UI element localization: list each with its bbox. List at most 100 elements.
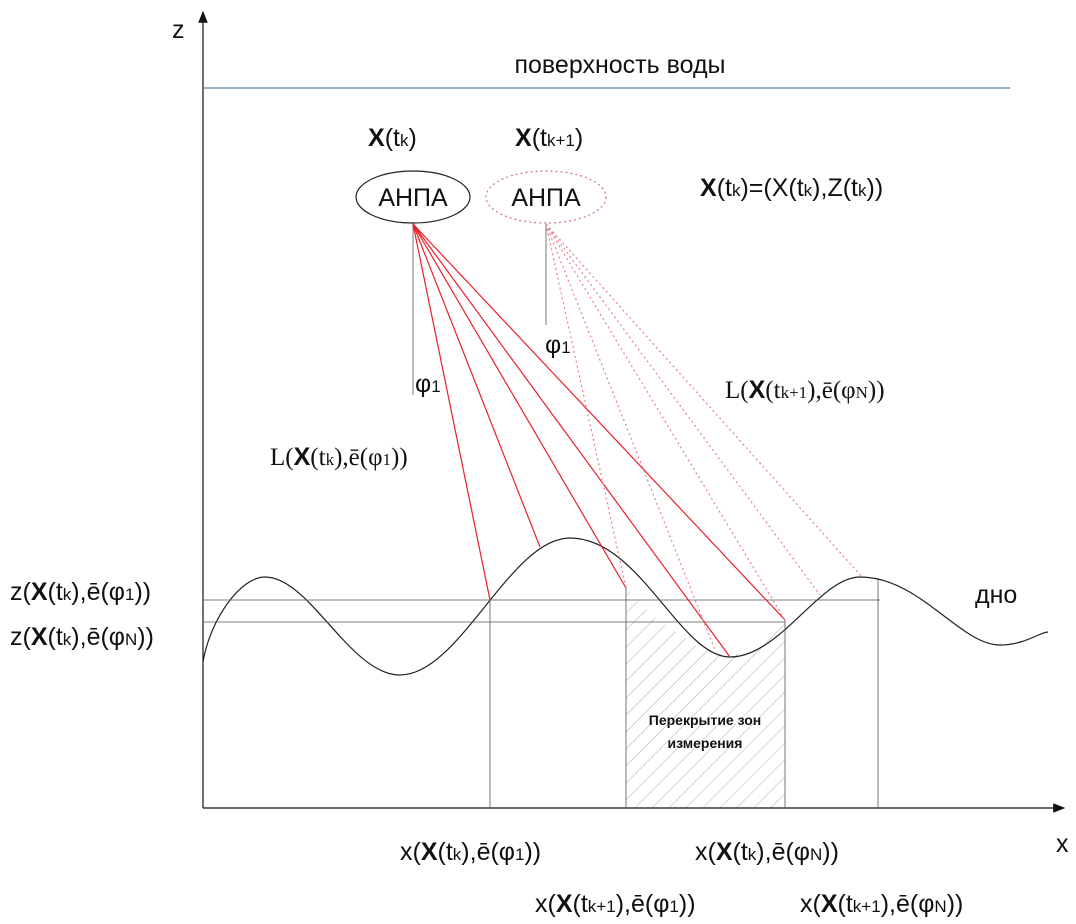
x-label-k-1: x(X(tk),ē(φ1)): [400, 838, 541, 866]
label-part: )): [947, 890, 964, 918]
range-k1: L(X(tk+1),ē(φN)): [725, 376, 885, 404]
surface-label: поверхность воды: [514, 51, 725, 79]
label-part: (t: [717, 174, 732, 202]
label-part: ): [408, 124, 416, 152]
label-part: X: [31, 623, 48, 651]
angle-1: φ1: [415, 370, 441, 398]
label-part: X: [749, 376, 766, 404]
label-part: k: [804, 181, 813, 200]
label-part: X: [421, 838, 438, 866]
label-part: k+1: [588, 897, 616, 916]
label-part: )): [134, 578, 151, 606]
label-part: N: [856, 383, 868, 402]
label-part: 1: [515, 845, 524, 864]
definition: X(tk)=(X(tk),Z(tk)): [700, 174, 883, 202]
label-part: (t: [48, 623, 63, 651]
label-part: (t: [438, 838, 453, 866]
label-part: k: [326, 450, 335, 469]
label-part: 1: [561, 338, 570, 357]
label-part: X: [31, 578, 48, 606]
label-part: N: [810, 845, 822, 864]
label-part: 1: [125, 585, 134, 604]
label-part: N: [934, 897, 946, 916]
label-part: X: [716, 838, 733, 866]
label-part: L(: [725, 377, 749, 404]
label-part: x(: [400, 838, 422, 866]
label-part: X: [700, 174, 717, 202]
label-part: ): [575, 124, 583, 152]
label-part: ),Z(t: [812, 174, 858, 202]
label-part: ),ē(φ: [461, 838, 515, 866]
beams-k: [412, 223, 786, 658]
label-part: 1: [669, 897, 678, 916]
bottom-label: дно: [975, 581, 1017, 609]
label-part: 1: [431, 377, 440, 396]
pos-k: X(tk): [368, 124, 417, 152]
label-part: ),ē(φ: [71, 578, 125, 606]
label-part: k: [453, 845, 462, 864]
label-part: k: [858, 181, 867, 200]
overlap-label: Перекрытие зон: [649, 712, 761, 728]
label-part: ),ē(φ: [807, 377, 855, 404]
label-part: X: [294, 443, 311, 471]
label-part: ),ē(φ: [756, 838, 810, 866]
label-part: )): [524, 838, 541, 866]
auv-k1: [485, 170, 607, 224]
label-part: L(: [270, 444, 294, 471]
label-part: (t: [838, 890, 853, 918]
label-part: X: [821, 890, 838, 918]
pos-k1: X(tk+1): [515, 124, 583, 152]
label-part: z(: [10, 578, 32, 606]
label-part: )=(X(t: [740, 174, 803, 202]
label-part: x(: [695, 838, 717, 866]
label-part: (t: [48, 578, 63, 606]
auv-k: [355, 170, 471, 224]
range-k: L(X(tk),ē(φ1)): [270, 443, 408, 471]
label-part: X: [556, 890, 573, 918]
label-part: )): [391, 444, 408, 471]
label-part: (t: [385, 124, 400, 152]
overlap-label: измерения: [668, 735, 743, 751]
seabed: [202, 537, 1049, 676]
label-part: )): [822, 838, 839, 866]
label-part: ),ē(φ: [334, 444, 382, 471]
label-part: φ: [415, 370, 431, 398]
label-part: (t: [733, 838, 748, 866]
label-part: k: [63, 585, 72, 604]
label-part: k: [400, 131, 409, 150]
label-part: (t: [765, 377, 780, 404]
label-part: k: [732, 181, 741, 200]
label-part: (t: [573, 890, 588, 918]
label-part: k+1: [547, 131, 575, 150]
label-part: 1: [383, 450, 392, 469]
label-part: (t: [310, 444, 325, 471]
auv-label: АНПА: [511, 184, 581, 212]
z-axis-label: z: [172, 16, 185, 44]
overlap-zone: [626, 588, 785, 808]
label-part: x(: [535, 890, 557, 918]
label-part: )): [137, 623, 154, 651]
label-part: )): [679, 890, 696, 918]
label-part: X: [515, 124, 532, 152]
z-label-N: z(X(tk),ē(φN)): [10, 623, 154, 651]
label-part: N: [125, 630, 137, 649]
guide-lines: [203, 224, 880, 808]
z-label-1: z(X(tk),ē(φ1)): [10, 578, 151, 606]
label-part: ),ē(φ: [616, 890, 670, 918]
label-part: k: [63, 630, 72, 649]
label-part: )): [868, 377, 885, 404]
angle-2: φ1: [545, 331, 571, 359]
label-part: k: [748, 845, 757, 864]
label-part: φ: [545, 331, 561, 359]
label-part: ),ē(φ: [881, 890, 935, 918]
label-part: k+1: [853, 897, 881, 916]
x-label-k-N: x(X(tk),ē(φN)): [695, 838, 839, 866]
label-part: ),ē(φ: [71, 623, 125, 651]
label-part: X: [368, 124, 385, 152]
x-label-k1-N: x(X(tk+1),ē(φN)): [800, 890, 963, 918]
x-axis-label: x: [1056, 830, 1069, 858]
label-part: z(: [10, 623, 32, 651]
label-part: k+1: [781, 383, 808, 402]
label-part: x(: [800, 890, 822, 918]
